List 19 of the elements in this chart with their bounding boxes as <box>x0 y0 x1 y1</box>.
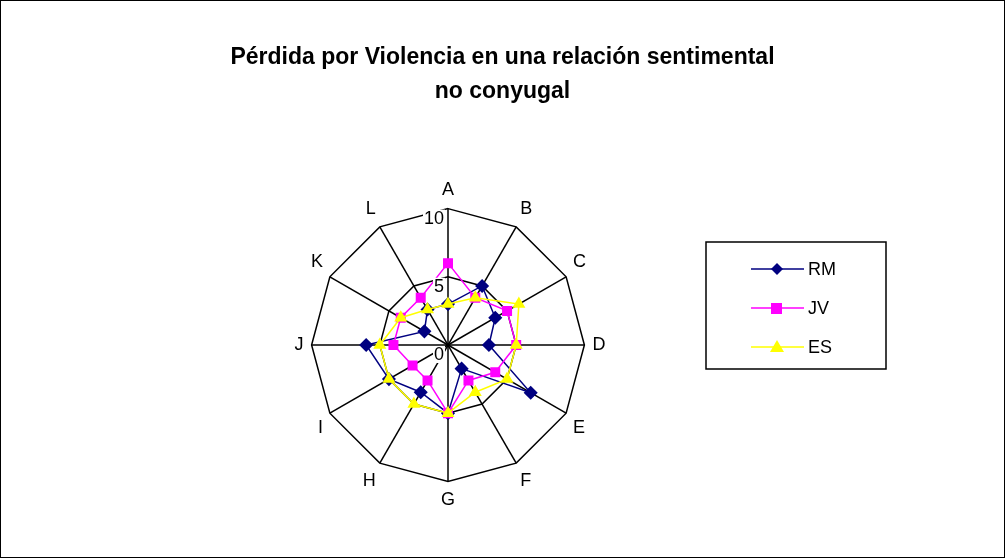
spoke-label: J <box>294 333 304 354</box>
y-tick-label: 0 <box>433 343 444 364</box>
y-tick-label: 5 <box>433 275 444 296</box>
spoke-label: A <box>441 178 455 199</box>
legend-label: ES <box>808 336 833 357</box>
y-tick-label: 10 <box>423 207 444 228</box>
spoke-label: H <box>362 469 376 490</box>
chart-title: Pérdida por Violencia en una relación sentimental no conyugal <box>229 42 776 105</box>
spoke-label: K <box>310 250 323 271</box>
spoke-label: I <box>317 416 323 437</box>
spoke-label: E <box>573 416 586 437</box>
spoke-label: B <box>520 198 533 219</box>
spoke-label: F <box>520 469 532 490</box>
legend-label: JV <box>808 297 830 318</box>
spoke-label: G <box>440 489 456 510</box>
spoke-label: D <box>592 333 606 354</box>
spoke-label: C <box>573 250 587 271</box>
spoke-label: L <box>365 198 376 219</box>
legend-label: RM <box>808 258 836 279</box>
